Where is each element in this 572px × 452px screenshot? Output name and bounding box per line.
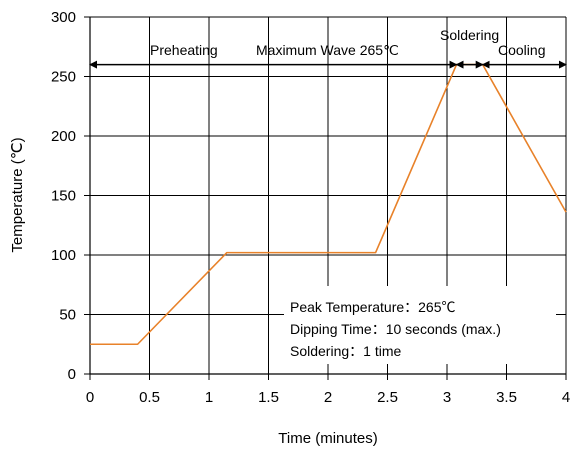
- phase-label-max-wave: Maximum Wave 265℃: [256, 42, 399, 58]
- axes: 0 0.5 1 1.5 2 2.5 3 3.5 4 0 50 100 150 200 250 300: [51, 9, 570, 406]
- y-tick-label: 150: [51, 188, 76, 205]
- note-peak-temperature: Peak Temperature：265℃: [290, 299, 456, 315]
- x-tick-label: 3.5: [496, 389, 517, 406]
- phase-label-soldering: Soldering: [440, 27, 499, 43]
- phase-label-cooling: Cooling: [498, 42, 545, 58]
- x-tick-label: 1.5: [258, 389, 279, 406]
- phase-label-preheating: Preheating: [150, 42, 218, 58]
- y-tick-label: 200: [51, 128, 76, 145]
- x-tick-label: 2: [324, 389, 332, 406]
- annotations: Preheating Maximum Wave 265℃ Soldering C…: [150, 27, 556, 364]
- x-axis-title: Time (minutes): [278, 430, 377, 447]
- y-tick-label: 50: [59, 307, 76, 324]
- y-tick-label: 300: [51, 9, 76, 26]
- y-tick-label: 100: [51, 247, 76, 264]
- x-tick-label: 2.5: [377, 389, 398, 406]
- x-tick-label: 0.5: [139, 389, 160, 406]
- x-tick-label: 4: [562, 389, 570, 406]
- axis-labels: Time (minutes) Temperature (℃): [9, 137, 378, 447]
- x-tick-label: 3: [443, 389, 451, 406]
- x-tick-label: 1: [205, 389, 213, 406]
- y-tick-label: 0: [68, 366, 76, 383]
- y-axis-title: Temperature (℃): [9, 137, 26, 252]
- x-tick-label: 0: [86, 389, 94, 406]
- note-dipping-time: Dipping Time：10 seconds (max.): [290, 321, 501, 337]
- grid: [90, 16, 567, 374]
- y-tick-label: 250: [51, 69, 76, 86]
- note-soldering: Soldering：1 time: [290, 343, 401, 359]
- notes-box-bg: [284, 286, 556, 364]
